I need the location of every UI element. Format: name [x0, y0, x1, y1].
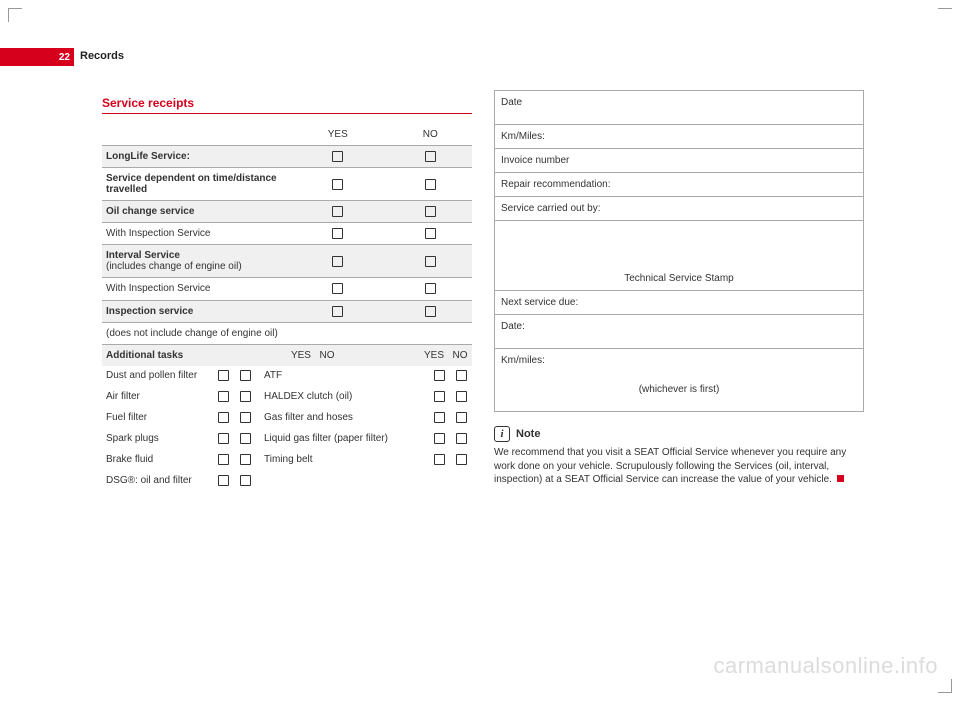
row-interval-sub: (includes change of engine oil)	[106, 261, 242, 272]
checkbox[interactable]	[434, 412, 445, 423]
row-inspection: Inspection service	[102, 300, 287, 322]
page-number-tab: 22	[0, 48, 74, 66]
row-withinsp2: With Inspection Service	[102, 278, 287, 300]
note-body: We recommend that you visit a SEAT Offic…	[494, 446, 864, 487]
note-title: Note	[516, 428, 540, 440]
checkbox[interactable]	[218, 475, 229, 486]
checkbox[interactable]	[434, 391, 445, 402]
checkbox[interactable]	[240, 454, 251, 465]
checkbox[interactable]	[240, 370, 251, 381]
left-column: Service receipts YES NO LongLife Service…	[102, 96, 472, 492]
row-dependent: Service dependent on time/distance trave…	[102, 168, 287, 201]
checkbox[interactable]	[240, 412, 251, 423]
checkbox[interactable]	[240, 433, 251, 444]
row-noinclude: (does not include change of engine oil)	[102, 322, 472, 344]
checkbox[interactable]	[425, 228, 436, 239]
note-body-text: We recommend that you visit a SEAT Offic…	[494, 447, 846, 485]
checkbox[interactable]	[332, 206, 343, 217]
checkbox[interactable]	[332, 283, 343, 294]
checkbox[interactable]	[456, 391, 467, 402]
task-right: Timing belt	[256, 449, 428, 470]
task-left: Spark plugs	[102, 428, 212, 449]
checkbox[interactable]	[218, 391, 229, 402]
task-right: Liquid gas filter (paper filter)	[256, 428, 428, 449]
field-km2-label: Km/miles:	[501, 355, 545, 366]
checkbox[interactable]	[434, 370, 445, 381]
section-title: Records	[80, 50, 124, 62]
info-table: Date Km/Miles: Invoice number Repair rec…	[494, 90, 864, 412]
task-left: Brake fluid	[102, 449, 212, 470]
watermark: carmanualsonline.info	[713, 653, 938, 679]
field-whichever: (whichever is first)	[501, 384, 857, 395]
checkbox[interactable]	[332, 151, 343, 162]
col-no: NO	[389, 124, 472, 146]
field-carried: Service carried out by:	[495, 197, 864, 221]
tasks-table: Dust and pollen filter ATF Air filter HALDE…	[102, 365, 472, 492]
task-left: Fuel filter	[102, 407, 212, 428]
checkbox[interactable]	[425, 283, 436, 294]
col-yes: YES	[287, 345, 315, 366]
field-next: Next service due:	[495, 291, 864, 315]
checkbox[interactable]	[218, 370, 229, 381]
field-km: Km/Miles:	[495, 125, 864, 149]
checkbox[interactable]	[218, 412, 229, 423]
checkbox[interactable]	[456, 454, 467, 465]
checkbox[interactable]	[240, 475, 251, 486]
service-receipts-heading: Service receipts	[102, 96, 472, 110]
task-right	[256, 470, 428, 491]
task-left: Air filter	[102, 386, 212, 407]
checkbox[interactable]	[218, 454, 229, 465]
checkbox[interactable]	[456, 370, 467, 381]
task-right: Gas filter and hoses	[256, 407, 428, 428]
tasks-title: Additional tasks	[102, 344, 287, 366]
note-header: i Note	[494, 426, 864, 442]
checkbox[interactable]	[456, 412, 467, 423]
crop-mark-tr	[938, 8, 952, 9]
checkbox[interactable]	[434, 433, 445, 444]
heading-rule	[102, 113, 472, 114]
row-withinsp1: With Inspection Service	[102, 223, 287, 245]
info-icon: i	[494, 426, 510, 442]
row-interval-title: Interval Service	[106, 250, 180, 261]
checkbox[interactable]	[425, 179, 436, 190]
col-no: NO	[315, 345, 339, 366]
col-no: NO	[448, 345, 472, 366]
checkbox[interactable]	[425, 256, 436, 267]
field-invoice: Invoice number	[495, 149, 864, 173]
checkbox[interactable]	[332, 306, 343, 317]
field-stamp: Technical Service Stamp	[495, 221, 864, 291]
field-date2: Date:	[495, 315, 864, 349]
checkbox[interactable]	[332, 256, 343, 267]
checkbox[interactable]	[425, 206, 436, 217]
field-km2: Km/miles: (whichever is first)	[495, 349, 864, 412]
right-column: Date Km/Miles: Invoice number Repair rec…	[494, 90, 864, 487]
col-yes: YES	[420, 345, 448, 366]
task-left: Dust and pollen filter	[102, 365, 212, 386]
checkbox[interactable]	[425, 306, 436, 317]
crop-mark-br	[938, 679, 952, 693]
end-marker	[837, 475, 844, 482]
checkbox[interactable]	[425, 151, 436, 162]
field-repair: Repair recommendation:	[495, 173, 864, 197]
col-yes: YES	[287, 124, 389, 146]
checkbox[interactable]	[456, 433, 467, 444]
checkbox[interactable]	[218, 433, 229, 444]
row-oilchange: Oil change service	[102, 201, 287, 223]
checkbox[interactable]	[332, 179, 343, 190]
task-left: DSG®: oil and filter	[102, 470, 212, 491]
row-longlife: LongLife Service:	[102, 146, 287, 168]
page-number: 22	[59, 52, 70, 63]
row-interval: Interval Service (includes change of eng…	[102, 245, 287, 278]
service-table: YES NO LongLife Service: Service depende…	[102, 124, 472, 366]
checkbox[interactable]	[240, 391, 251, 402]
task-right: HALDEX clutch (oil)	[256, 386, 428, 407]
checkbox[interactable]	[434, 454, 445, 465]
task-right: ATF	[256, 365, 428, 386]
checkbox[interactable]	[332, 228, 343, 239]
field-date: Date	[495, 91, 864, 125]
crop-mark-tl	[8, 8, 22, 22]
